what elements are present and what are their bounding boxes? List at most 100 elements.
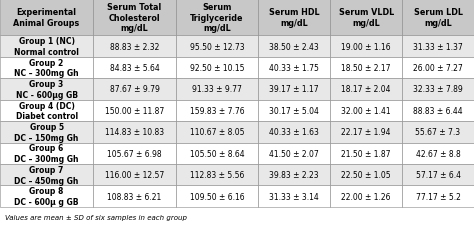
Text: Group 2
NC – 300mg Gh: Group 2 NC – 300mg Gh: [14, 58, 79, 78]
Bar: [176, 143, 258, 164]
Text: 41.50 ± 2.07: 41.50 ± 2.07: [269, 149, 319, 158]
Text: 40.33 ± 1.63: 40.33 ± 1.63: [269, 128, 319, 137]
Bar: [330, 122, 402, 143]
Bar: [258, 36, 330, 58]
Text: 39.17 ± 1.17: 39.17 ± 1.17: [269, 85, 319, 94]
Bar: [402, 186, 474, 207]
Bar: [176, 79, 258, 100]
Bar: [176, 58, 258, 79]
Text: 116.00 ± 12.57: 116.00 ± 12.57: [105, 171, 164, 180]
Text: 40.33 ± 1.75: 40.33 ± 1.75: [269, 64, 319, 73]
Text: 95.50 ± 12.73: 95.50 ± 12.73: [190, 43, 244, 51]
Text: Serum LDL
mg/dL: Serum LDL mg/dL: [413, 8, 463, 28]
Bar: [258, 143, 330, 164]
Bar: [330, 143, 402, 164]
Bar: [402, 122, 474, 143]
Bar: [176, 100, 258, 122]
Text: 22.50 ± 1.05: 22.50 ± 1.05: [341, 171, 391, 180]
Bar: [93, 79, 176, 100]
Text: 105.67 ± 6.98: 105.67 ± 6.98: [107, 149, 162, 158]
Bar: [93, 0, 176, 36]
Text: 31.33 ± 1.37: 31.33 ± 1.37: [413, 43, 463, 51]
Text: 22.17 ± 1.94: 22.17 ± 1.94: [341, 128, 391, 137]
Text: 77.17 ± 5.2: 77.17 ± 5.2: [416, 192, 460, 201]
Text: 84.83 ± 5.64: 84.83 ± 5.64: [109, 64, 159, 73]
Text: 38.50 ± 2.43: 38.50 ± 2.43: [269, 43, 319, 51]
Text: 114.83 ± 10.83: 114.83 ± 10.83: [105, 128, 164, 137]
Text: 57.17 ± 6.4: 57.17 ± 6.4: [416, 171, 461, 180]
Text: 88.83 ± 2.32: 88.83 ± 2.32: [110, 43, 159, 51]
Text: 42.67 ± 8.8: 42.67 ± 8.8: [416, 149, 460, 158]
Text: Group 1 (NC)
Normal control: Group 1 (NC) Normal control: [14, 37, 79, 57]
Bar: [93, 164, 176, 186]
Text: Serum HDL
mg/dL: Serum HDL mg/dL: [269, 8, 319, 28]
Text: 88.83 ± 6.44: 88.83 ± 6.44: [413, 106, 463, 115]
Text: 108.83 ± 6.21: 108.83 ± 6.21: [107, 192, 162, 201]
Text: 22.00 ± 1.26: 22.00 ± 1.26: [341, 192, 391, 201]
Bar: [402, 58, 474, 79]
Bar: [330, 0, 402, 36]
Text: Serum Total
Cholesterol
mg/dL: Serum Total Cholesterol mg/dL: [107, 3, 162, 33]
Text: 30.17 ± 5.04: 30.17 ± 5.04: [269, 106, 319, 115]
Text: 87.67 ± 9.79: 87.67 ± 9.79: [109, 85, 159, 94]
Bar: [176, 186, 258, 207]
Bar: [0, 36, 93, 58]
Text: 18.17 ± 2.04: 18.17 ± 2.04: [341, 85, 391, 94]
Bar: [402, 100, 474, 122]
Text: 32.00 ± 1.41: 32.00 ± 1.41: [341, 106, 391, 115]
Bar: [93, 186, 176, 207]
Text: 91.33 ± 9.77: 91.33 ± 9.77: [192, 85, 242, 94]
Bar: [0, 143, 93, 164]
Bar: [402, 164, 474, 186]
Bar: [258, 100, 330, 122]
Bar: [93, 100, 176, 122]
Bar: [0, 79, 93, 100]
Bar: [93, 58, 176, 79]
Bar: [258, 164, 330, 186]
Bar: [176, 36, 258, 58]
Text: 31.33 ± 3.14: 31.33 ± 3.14: [269, 192, 319, 201]
Text: 55.67 ± 7.3: 55.67 ± 7.3: [416, 128, 461, 137]
Text: Group 8
DC - 600μ g GB: Group 8 DC - 600μ g GB: [14, 187, 79, 206]
Text: 32.33 ± 7.89: 32.33 ± 7.89: [413, 85, 463, 94]
Bar: [258, 58, 330, 79]
Bar: [93, 122, 176, 143]
Bar: [330, 186, 402, 207]
Text: 18.50 ± 2.17: 18.50 ± 2.17: [341, 64, 391, 73]
Text: Serum
Triglyceride
mg/dL: Serum Triglyceride mg/dL: [190, 3, 244, 33]
Text: Experimental
Animal Groups: Experimental Animal Groups: [13, 8, 80, 28]
Bar: [330, 100, 402, 122]
Text: 112.83 ± 5.56: 112.83 ± 5.56: [190, 171, 244, 180]
Bar: [93, 36, 176, 58]
Bar: [402, 0, 474, 36]
Text: 159.83 ± 7.76: 159.83 ± 7.76: [190, 106, 244, 115]
Bar: [0, 0, 93, 36]
Bar: [330, 36, 402, 58]
Text: 150.00 ± 11.87: 150.00 ± 11.87: [105, 106, 164, 115]
Text: 110.67 ± 8.05: 110.67 ± 8.05: [190, 128, 244, 137]
Bar: [402, 143, 474, 164]
Bar: [0, 164, 93, 186]
Bar: [176, 122, 258, 143]
Bar: [0, 100, 93, 122]
Text: Group 5
DC – 150mg Gh: Group 5 DC – 150mg Gh: [14, 122, 79, 142]
Bar: [330, 164, 402, 186]
Bar: [258, 122, 330, 143]
Text: 21.50 ± 1.87: 21.50 ± 1.87: [341, 149, 391, 158]
Bar: [330, 79, 402, 100]
Text: 105.50 ± 8.64: 105.50 ± 8.64: [190, 149, 244, 158]
Bar: [258, 0, 330, 36]
Bar: [330, 58, 402, 79]
Bar: [0, 122, 93, 143]
Text: 109.50 ± 6.16: 109.50 ± 6.16: [190, 192, 244, 201]
Bar: [0, 58, 93, 79]
Text: Group 4 (DC)
Diabet control: Group 4 (DC) Diabet control: [16, 101, 78, 121]
Text: Values are mean ± SD of six samples in each group: Values are mean ± SD of six samples in e…: [5, 214, 187, 220]
Bar: [176, 164, 258, 186]
Bar: [258, 186, 330, 207]
Bar: [0, 186, 93, 207]
Text: Group 3
NC - 600μg GB: Group 3 NC - 600μg GB: [16, 80, 78, 99]
Text: Serum VLDL
mg/dL: Serum VLDL mg/dL: [338, 8, 394, 28]
Text: 92.50 ± 10.15: 92.50 ± 10.15: [190, 64, 244, 73]
Bar: [176, 0, 258, 36]
